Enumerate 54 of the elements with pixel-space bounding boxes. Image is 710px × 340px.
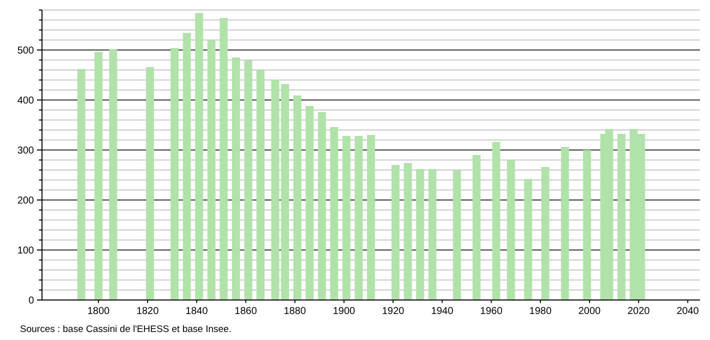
- bar: [541, 167, 550, 300]
- bar: [94, 52, 102, 300]
- bar: [207, 40, 216, 300]
- x-tick-label: 1880: [284, 306, 306, 317]
- bar: [472, 155, 481, 300]
- bar: [404, 163, 412, 300]
- source-note: Sources : base Cassini de l'EHESS et base Insee.: [20, 324, 232, 335]
- x-tick-label: 2040: [676, 306, 700, 317]
- bar: [170, 48, 179, 300]
- bar: [560, 147, 569, 300]
- bar: [342, 136, 350, 300]
- y-tick-label: 500: [17, 46, 34, 56]
- bar: [617, 134, 626, 300]
- bar: [367, 135, 375, 300]
- y-tick-label: 0: [28, 296, 34, 306]
- x-tick-label: 1800: [87, 306, 110, 317]
- y-tick-label: 300: [17, 146, 34, 156]
- bar: [77, 69, 86, 300]
- bar: [492, 142, 500, 300]
- bar: [428, 169, 436, 300]
- x-tick-label: 2020: [627, 306, 650, 317]
- bar: [306, 106, 314, 300]
- x-tick-label: 1820: [136, 306, 160, 317]
- bar: [416, 169, 424, 300]
- bar: [146, 67, 154, 300]
- bar: [109, 49, 118, 300]
- x-tick-label: 1980: [529, 306, 552, 317]
- bar: [281, 84, 290, 300]
- x-tick-label: 1940: [431, 306, 454, 317]
- bar: [232, 58, 240, 300]
- bar: [271, 80, 280, 300]
- bar: [244, 60, 252, 300]
- x-tick-label: 1960: [480, 306, 503, 317]
- bar: [392, 165, 400, 300]
- x-tick-label: 1840: [186, 306, 208, 317]
- bar: [182, 33, 191, 300]
- bar: [318, 112, 326, 300]
- bar: [452, 170, 461, 300]
- y-tick-label: 400: [17, 96, 34, 106]
- x-tick-label: 1920: [382, 306, 405, 317]
- x-tick-label: 2000: [578, 306, 602, 317]
- bar: [330, 127, 338, 300]
- bar: [293, 96, 302, 300]
- bar: [524, 179, 532, 300]
- y-tick-label: 200: [17, 196, 34, 206]
- bar: [506, 160, 515, 300]
- y-tick-label: 100: [17, 246, 34, 256]
- x-tick-label: 1900: [332, 306, 356, 317]
- x-tick-label: 1860: [234, 306, 258, 317]
- bar: [220, 18, 228, 300]
- bar: [354, 136, 363, 300]
- bar: [583, 150, 592, 300]
- bar: [195, 13, 204, 300]
- bar: [256, 70, 265, 300]
